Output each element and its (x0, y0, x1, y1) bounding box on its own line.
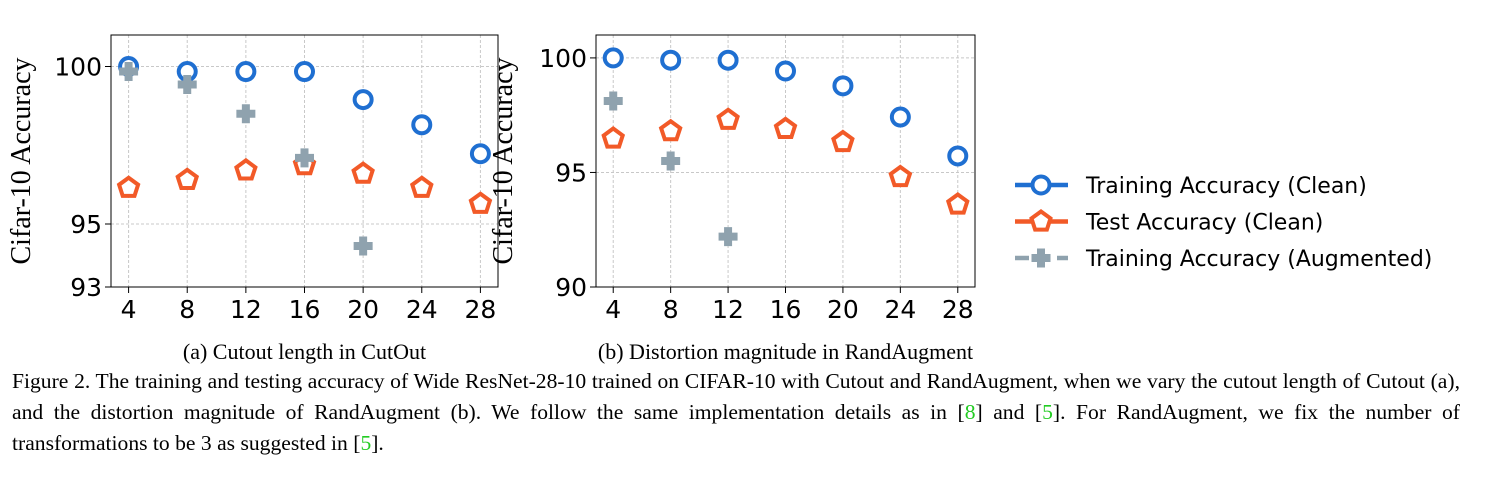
marker (660, 49, 682, 71)
marker (773, 116, 798, 139)
marker (945, 192, 970, 215)
legend-marker (1029, 209, 1053, 232)
legend-marker (1031, 248, 1051, 268)
marker (888, 164, 913, 188)
marker (469, 143, 491, 165)
marker (775, 60, 796, 82)
marker (601, 126, 626, 149)
plot-area (601, 47, 970, 247)
figure-caption: Figure 2. The training and testing accur… (12, 366, 1460, 459)
y-axis-label: Cifar-10 Accuracy (6, 57, 37, 264)
marker (468, 191, 493, 214)
marker (831, 129, 855, 153)
y-tick-label: 100 (54, 53, 102, 82)
plot-area (116, 56, 493, 256)
x-tick-label: 12 (712, 295, 744, 324)
x-tick-label: 12 (230, 295, 262, 324)
x-tick-label: 4 (605, 295, 621, 324)
marker (717, 49, 739, 71)
marker (411, 114, 433, 136)
marker (658, 118, 683, 142)
x-tick-label: 4 (121, 295, 137, 324)
x-tick-label: 20 (827, 295, 859, 324)
y-tick-label: 95 (555, 158, 587, 187)
citation[interactable]: 5 (360, 431, 372, 455)
marker (947, 145, 969, 167)
marker (175, 167, 200, 190)
legend-label: Training Accuracy (Augmented) (1085, 247, 1432, 272)
y-tick-label: 95 (70, 210, 102, 239)
citation[interactable]: 8 (964, 400, 976, 424)
marker (119, 62, 139, 82)
caption-text: Figure 2. (12, 369, 91, 393)
marker (351, 161, 375, 184)
subcaption: (b) Distortion magnitude in RandAugment (598, 339, 973, 364)
marker (236, 104, 256, 124)
x-tick-label: 8 (179, 295, 195, 324)
marker (234, 157, 258, 181)
x-tick-label: 24 (884, 295, 916, 324)
caption-text: ]. For RandAugment, we fix the number of… (12, 400, 1460, 455)
marker (716, 107, 740, 130)
x-tick-label: 28 (942, 295, 974, 324)
marker (294, 61, 315, 83)
marker (602, 47, 624, 69)
marker (661, 151, 681, 171)
legend-marker (1030, 174, 1052, 196)
axes-frame (595, 34, 976, 288)
marker (603, 91, 623, 111)
y-tick-label: 93 (70, 273, 102, 302)
x-tick-label: 24 (406, 295, 438, 324)
marker (718, 227, 738, 247)
marker (177, 74, 197, 94)
marker (889, 106, 911, 128)
x-tick-label: 16 (289, 295, 321, 324)
caption-text: ] and [ (975, 400, 1043, 424)
marker (352, 89, 374, 111)
marker (832, 75, 854, 97)
legend-label: Training Accuracy (Clean) (1085, 174, 1367, 199)
citation[interactable]: 5 (1042, 400, 1053, 424)
marker (353, 236, 373, 256)
subcaption: (a) Cutout length in CutOut (183, 339, 426, 364)
figure: 93 95 100 4 8 12 16 20 24 28 Cifar-10 Accuracy (a) … (6, 34, 1432, 364)
caption-text: The training and testing accuracy of Wid… (12, 369, 1460, 424)
caption-text: ]. (371, 431, 384, 455)
x-tick-label: 20 (347, 295, 379, 324)
x-tick-label: 8 (663, 295, 679, 324)
marker (295, 148, 314, 168)
x-tick-label: 16 (770, 295, 802, 324)
marker (409, 175, 434, 198)
y-axis-label: Cifar-10 Accuracy (488, 57, 519, 264)
marker (235, 61, 257, 83)
marker (116, 175, 141, 198)
y-tick-label: 90 (555, 273, 587, 302)
legend-label: Test Accuracy (Clean) (1085, 211, 1323, 236)
x-tick-label: 28 (465, 295, 497, 324)
axes-frame (110, 34, 499, 288)
y-tick-label: 100 (539, 44, 587, 73)
